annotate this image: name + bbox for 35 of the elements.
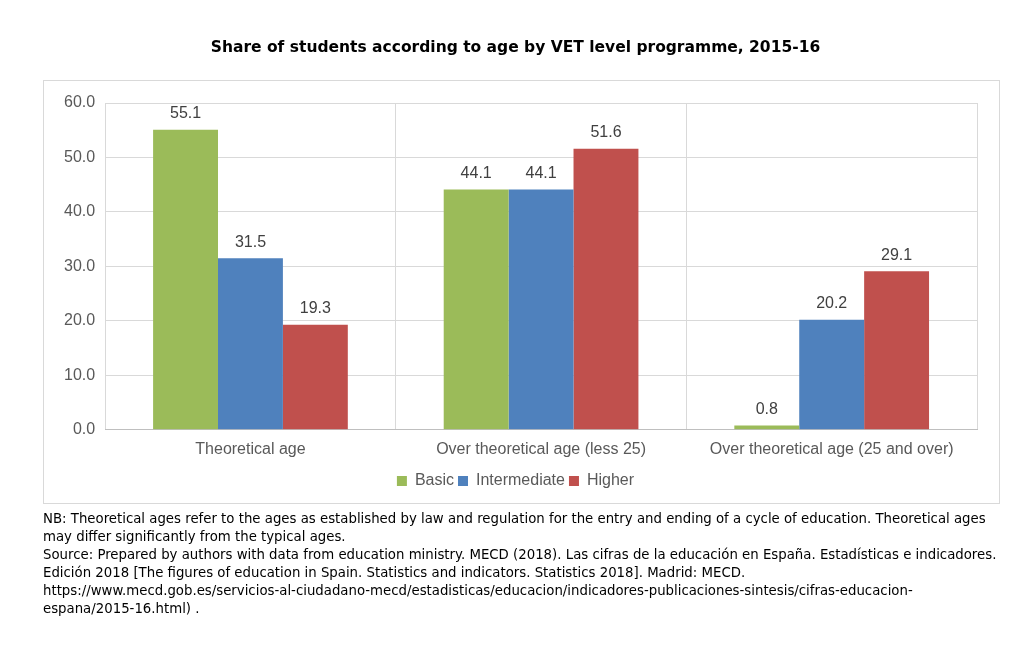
bar xyxy=(734,425,800,430)
legend-label: Basic xyxy=(414,471,455,489)
bar xyxy=(443,189,509,430)
bar xyxy=(218,258,283,430)
data-label: 0.8 xyxy=(755,399,778,417)
y-tick-label: 60.0 xyxy=(64,93,96,111)
bar xyxy=(282,324,348,430)
data-label: 31.5 xyxy=(234,232,267,250)
chart-title: Share of students according to age by VET level programme, 2015-16 xyxy=(209,38,822,56)
y-tick-label: 50.0 xyxy=(64,147,96,165)
bar xyxy=(508,189,574,430)
y-tick-label: 20.0 xyxy=(64,311,96,329)
x-tick-label: Theoretical age xyxy=(195,439,306,457)
legend-label: Intermediate xyxy=(476,471,566,489)
bar xyxy=(864,271,930,430)
source-note: Source: Prepared by authors with data from education ministry. MECD (2018). Las cifras de la educación en España. Estadísticas e indicadores. Edición 2018 [The figures of education in Spain. Statistics and indicators. Statistics 2018]. Madrid: MECD. xyxy=(43,546,998,582)
data-label: 19.3 xyxy=(299,299,332,317)
data-label: 55.1 xyxy=(169,104,202,122)
data-label: 29.1 xyxy=(881,245,913,263)
bar xyxy=(799,319,865,430)
data-label: 44.1 xyxy=(525,164,557,182)
bar xyxy=(573,148,639,430)
y-tick-label: 10.0 xyxy=(64,365,96,383)
data-label: 44.1 xyxy=(460,164,492,182)
data-label: 51.6 xyxy=(590,123,622,141)
data-label: 20.2 xyxy=(816,294,848,312)
x-tick-label: Over theoretical age (less 25) xyxy=(436,439,647,457)
y-tick-label: 0.0 xyxy=(72,420,96,438)
y-tick-label: 40.0 xyxy=(64,202,96,220)
text: NB: Theoretical ages refer to the ages as established by law and regulation for the entry and ending of a cycle of education. Theoretical ages may differ significantly from the typical ages. xyxy=(43,510,987,546)
y-tick-label: 30.0 xyxy=(64,256,96,274)
x-tick-label: Over theoretical age (25 and over) xyxy=(709,439,954,457)
bar xyxy=(153,129,218,430)
text: https://www.mecd.gob.es/servicios-al-ciudadano-mecd/estadisticas/educacion/indicadores-publicaciones-sintesis/cifras-educacion-espana/2015-16.html) . xyxy=(43,582,914,618)
legend-label: Higher xyxy=(586,471,635,489)
